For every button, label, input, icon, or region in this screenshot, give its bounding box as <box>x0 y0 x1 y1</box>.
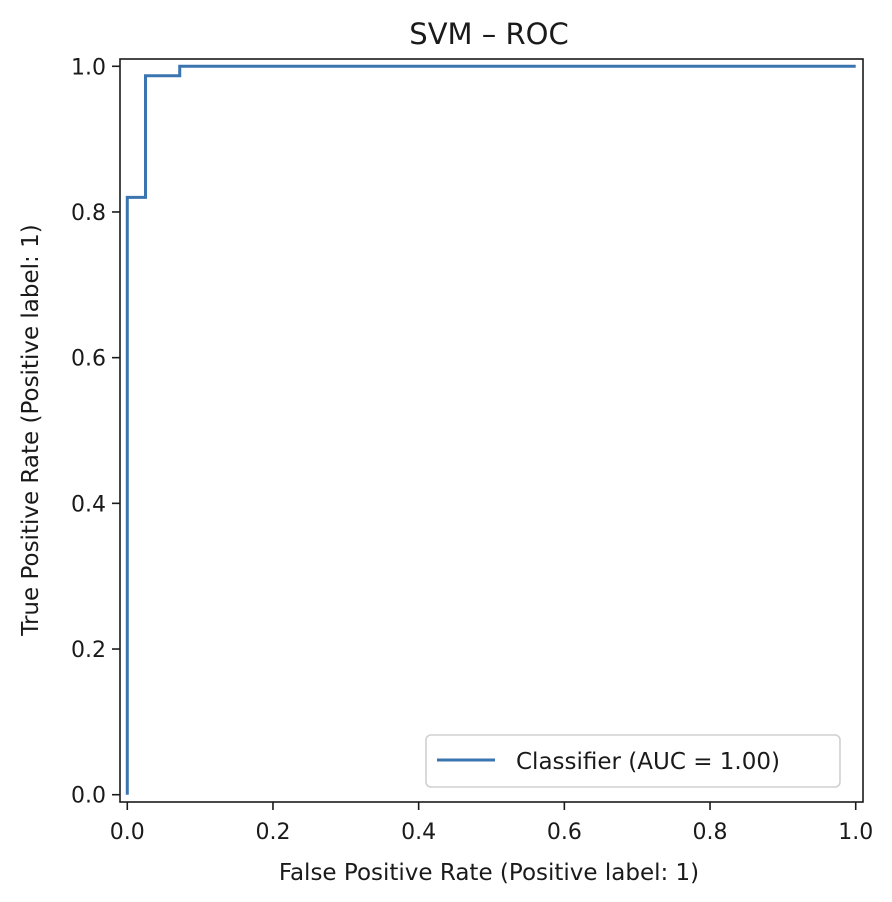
x-tick-label: 0.8 <box>693 820 728 845</box>
y-axis-ticks: 0.0 0.2 0.4 0.6 0.8 1.0 <box>71 55 120 809</box>
x-tick-label: 0.0 <box>110 820 145 845</box>
y-tick-label: 0.4 <box>71 492 106 517</box>
legend-label-classifier: Classifier (AUC = 1.00) <box>516 749 780 775</box>
chart-title: SVM – ROC <box>409 17 568 51</box>
legend-box <box>425 734 841 788</box>
y-tick-label: 0.2 <box>71 638 106 663</box>
x-axis-label: False Positive Rate (Positive label: 1) <box>279 860 699 886</box>
x-tick-label: 0.2 <box>255 820 290 845</box>
x-axis-ticks: 0.0 0.2 0.4 0.6 0.8 1.0 <box>110 802 873 845</box>
y-tick-label: 0.0 <box>71 784 106 809</box>
plot-area <box>125 64 856 795</box>
x-tick-label: 0.4 <box>401 820 436 845</box>
x-tick-label: 0.6 <box>547 820 582 845</box>
y-tick-label: 1.0 <box>71 55 106 80</box>
series-line-classifier <box>125 64 856 795</box>
y-tick-label: 0.8 <box>71 201 106 226</box>
axes-frame <box>119 58 864 803</box>
x-tick-label: 1.0 <box>838 820 873 845</box>
y-tick-label: 0.6 <box>71 347 106 372</box>
y-axis-label: True Positive Rate (Positive label: 1) <box>18 224 44 636</box>
legend: Classifier (AUC = 1.00) <box>425 734 841 788</box>
